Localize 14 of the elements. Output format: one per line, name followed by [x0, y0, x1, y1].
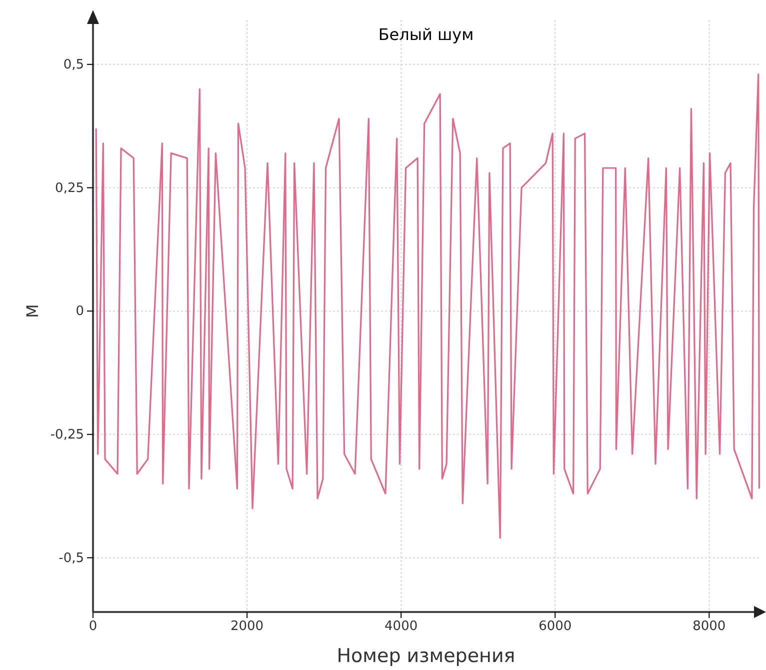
y-tick-label: 0,5 [63, 58, 84, 73]
line-series [95, 73, 760, 539]
x-tick-label: 6000 [538, 619, 572, 634]
x-tick-label: 4000 [384, 619, 418, 634]
x-axis-title: Номер измерения [336, 645, 516, 667]
y-tick-label: -0,5 [58, 550, 84, 566]
chart-title: Белый шум [378, 25, 474, 44]
y-tick-label: 0 [76, 304, 84, 320]
y-axis-title: M [23, 304, 42, 318]
x-tick-label: 0 [88, 619, 98, 634]
x-tick-label: 8000 [692, 619, 726, 634]
y-tick-label: 0,25 [55, 180, 84, 196]
y-tick-label: -0,25 [50, 428, 84, 443]
x-tick-label: 2000 [230, 619, 264, 634]
